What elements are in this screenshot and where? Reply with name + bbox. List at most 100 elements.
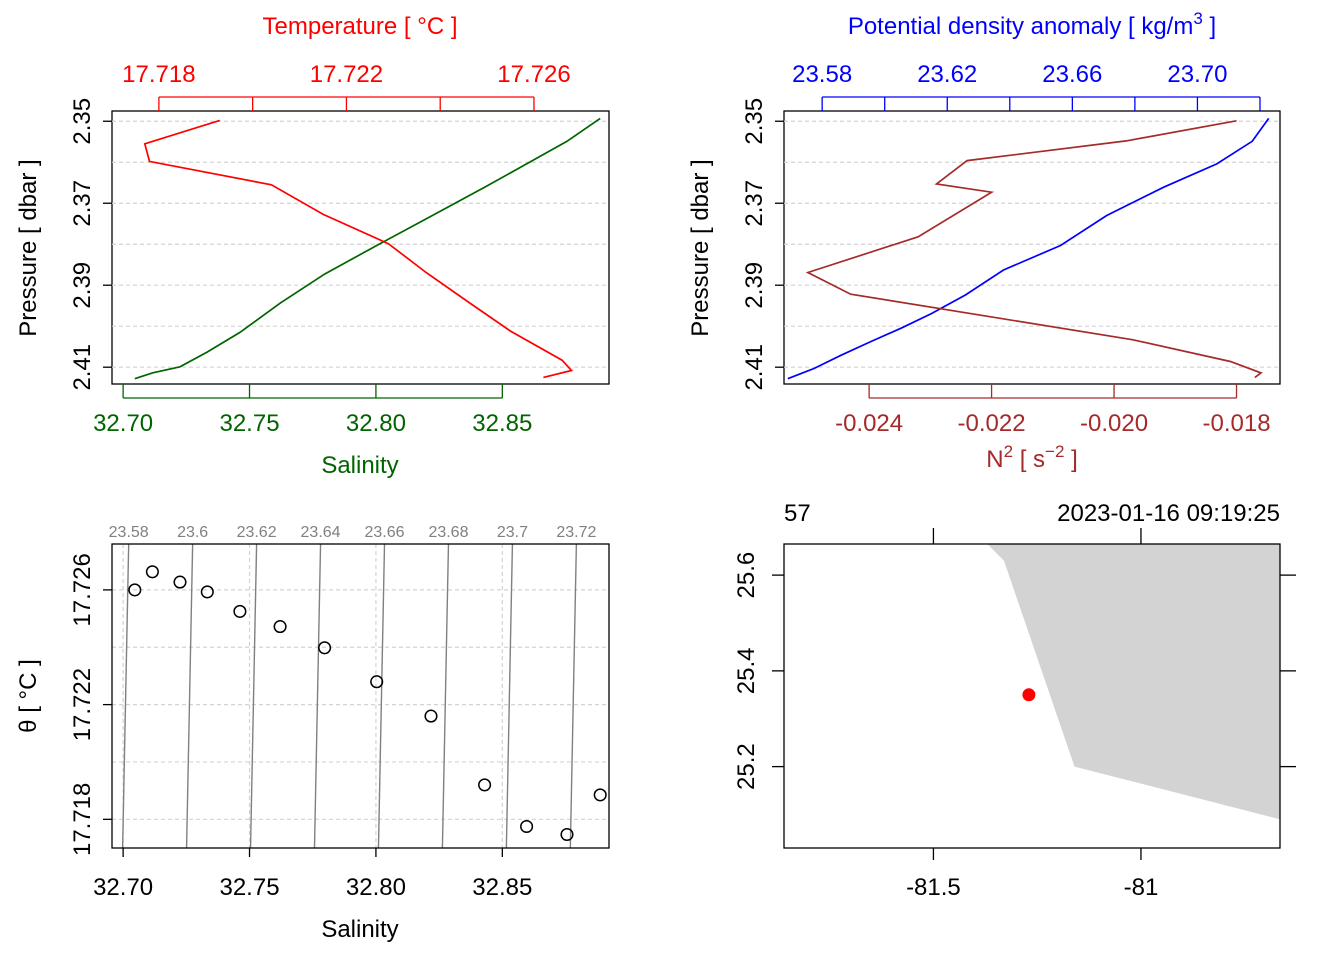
y-tick-label: 17.722 bbox=[69, 668, 96, 741]
temperature-tick-label: 17.722 bbox=[310, 61, 383, 88]
profile-ts-axes: 2.35 2.37 2.39 2.41 17.718 17.722 17.726 32.70 3… bbox=[69, 61, 571, 437]
ts-diagram-plot-frame bbox=[111, 543, 610, 849]
y-tick-label: 25.4 bbox=[733, 648, 760, 695]
ts-diagram-isopycnals: 23.58 23.6 23.62 23.64 23.66 23.68 23.7 23.72 bbox=[109, 524, 597, 849]
ts-diagram-grid bbox=[112, 544, 609, 848]
theta-axis-title: θ [ °C ] bbox=[15, 659, 42, 733]
isopycnal-label: 23.68 bbox=[428, 524, 468, 541]
y-tick-label: 2.39 bbox=[69, 262, 96, 309]
y-tick-label: 2.35 bbox=[741, 98, 768, 145]
y-tick-label: 2.35 bbox=[69, 98, 96, 145]
density-tick-label: 23.62 bbox=[917, 61, 977, 88]
isopycnal-line bbox=[313, 543, 322, 849]
y-tick-label: 2.37 bbox=[741, 180, 768, 227]
ts-point bbox=[128, 583, 142, 597]
isopycnal-line bbox=[185, 543, 194, 849]
ts-point bbox=[560, 827, 574, 842]
isopycnal-line bbox=[505, 543, 514, 849]
y-tick-label: 25.2 bbox=[733, 743, 760, 790]
map-plot-frame bbox=[783, 543, 1281, 849]
profile-density-panel: 2.35 2.37 2.39 2.41 23.58 23.62 23.66 23.70 -0.0… bbox=[687, 9, 1281, 473]
isopycnal-label: 23.72 bbox=[556, 524, 596, 541]
density-tick-label: 23.58 bbox=[792, 61, 852, 88]
temperature-tick-label: 17.726 bbox=[497, 61, 570, 88]
y-tick-label: 17.726 bbox=[69, 553, 96, 626]
isopycnal-line bbox=[377, 543, 386, 849]
isopycnal-label: 23.7 bbox=[497, 524, 528, 541]
density-tick-label: 23.66 bbox=[1042, 61, 1102, 88]
map-station bbox=[1022, 688, 1036, 702]
station-date-label: 2023-01-16 09:19:25 bbox=[1057, 500, 1280, 527]
isopycnal-line bbox=[249, 543, 258, 849]
ts-point bbox=[370, 675, 384, 689]
station-number-label: 57 bbox=[784, 500, 811, 527]
salinity-tick-label: 32.85 bbox=[472, 410, 532, 437]
ts-point bbox=[273, 620, 287, 634]
n2-tick-label: -0.024 bbox=[835, 410, 903, 437]
profile-density-plot-frame bbox=[783, 110, 1281, 385]
isopycnal-label: 23.6 bbox=[177, 524, 208, 541]
salinity-tick-label: 32.70 bbox=[93, 410, 153, 437]
ts-point bbox=[173, 575, 187, 589]
isopycnal-label: 23.62 bbox=[237, 524, 277, 541]
x-tick-label: -81.5 bbox=[906, 874, 961, 901]
profile-ts-lines bbox=[134, 117, 601, 380]
profile-density-lines bbox=[787, 117, 1270, 380]
salinity-series-line bbox=[134, 117, 601, 380]
profile-ts-grid bbox=[112, 120, 609, 368]
ts-point bbox=[200, 585, 214, 599]
profile-density-grid bbox=[784, 120, 1280, 368]
profile-density-axes: 2.35 2.37 2.39 2.41 23.58 23.62 23.66 23.70 -0.0… bbox=[741, 61, 1271, 437]
y-tick-label: 2.41 bbox=[69, 344, 96, 391]
n2-axis-title: N2 [ s−2 ] bbox=[986, 442, 1078, 473]
x-tick-label: 32.70 bbox=[93, 874, 153, 901]
isopycnal-line bbox=[121, 543, 130, 849]
map-axes: -81.5 -81 25.2 25.4 25.6 bbox=[733, 528, 1296, 901]
station-marker bbox=[1022, 688, 1036, 702]
salinity-tick-label: 32.80 bbox=[346, 410, 406, 437]
map-land bbox=[987, 544, 1280, 820]
salinity-tick-label: 32.75 bbox=[219, 410, 279, 437]
ts-point bbox=[520, 819, 534, 834]
x-tick-label: 32.75 bbox=[219, 874, 279, 901]
ts-point bbox=[318, 641, 332, 655]
n2-series-line bbox=[805, 119, 1263, 379]
ts-point bbox=[145, 565, 159, 579]
n2-tick-label: -0.020 bbox=[1080, 410, 1148, 437]
isopycnal-label: 23.66 bbox=[364, 524, 404, 541]
ts-diagram-panel: 23.58 23.6 23.62 23.64 23.66 23.68 23.7 23.72 1… bbox=[15, 524, 610, 943]
y-tick-label: 17.718 bbox=[69, 783, 96, 856]
x-tick-label: -81 bbox=[1124, 874, 1159, 901]
x-tick-label: 32.85 bbox=[472, 874, 532, 901]
temperature-axis-title: Temperature [ °C ] bbox=[263, 13, 458, 40]
salinity-axis-title: Salinity bbox=[321, 452, 398, 479]
profile-ts-panel: 2.35 2.37 2.39 2.41 17.718 17.722 17.726 32.70 3… bbox=[15, 13, 610, 479]
ts-point bbox=[233, 604, 247, 618]
ts-point bbox=[593, 788, 607, 802]
y-tick-label: 2.39 bbox=[741, 262, 768, 309]
x-tick-label: 32.80 bbox=[346, 874, 406, 901]
ts-point bbox=[424, 709, 438, 723]
ts-diagram-axes: 17.718 17.722 17.726 32.70 32.75 32.80 32.85 bbox=[69, 553, 532, 901]
land-polygon bbox=[987, 544, 1280, 820]
pressure-axis-title-2: Pressure [ dbar ] bbox=[687, 159, 714, 336]
ts-point bbox=[478, 778, 492, 792]
isopycnal-label: 23.58 bbox=[109, 524, 149, 541]
station-map-panel: -81.5 -81 25.2 25.4 25.6 57 2023-01-16 09:19… bbox=[733, 500, 1296, 901]
density-axis-title: Potential density anomaly [ kg/m3 ] bbox=[848, 9, 1216, 40]
profile-ts-plot-frame bbox=[111, 110, 610, 385]
isopycnal-line bbox=[441, 543, 450, 849]
y-tick-label: 2.41 bbox=[741, 344, 768, 391]
isopycnal-line bbox=[569, 543, 578, 849]
y-tick-label: 25.6 bbox=[733, 552, 760, 599]
pressure-axis-title: Pressure [ dbar ] bbox=[15, 159, 42, 336]
density-tick-label: 23.70 bbox=[1167, 61, 1227, 88]
temperature-tick-label: 17.718 bbox=[122, 61, 195, 88]
ts-salinity-axis-title: Salinity bbox=[321, 916, 398, 943]
ts-diagram-points bbox=[128, 565, 607, 842]
isopycnal-label: 23.64 bbox=[301, 524, 341, 541]
temperature-series-line bbox=[143, 119, 574, 379]
density-series-line bbox=[787, 117, 1270, 380]
n2-tick-label: -0.022 bbox=[958, 410, 1026, 437]
